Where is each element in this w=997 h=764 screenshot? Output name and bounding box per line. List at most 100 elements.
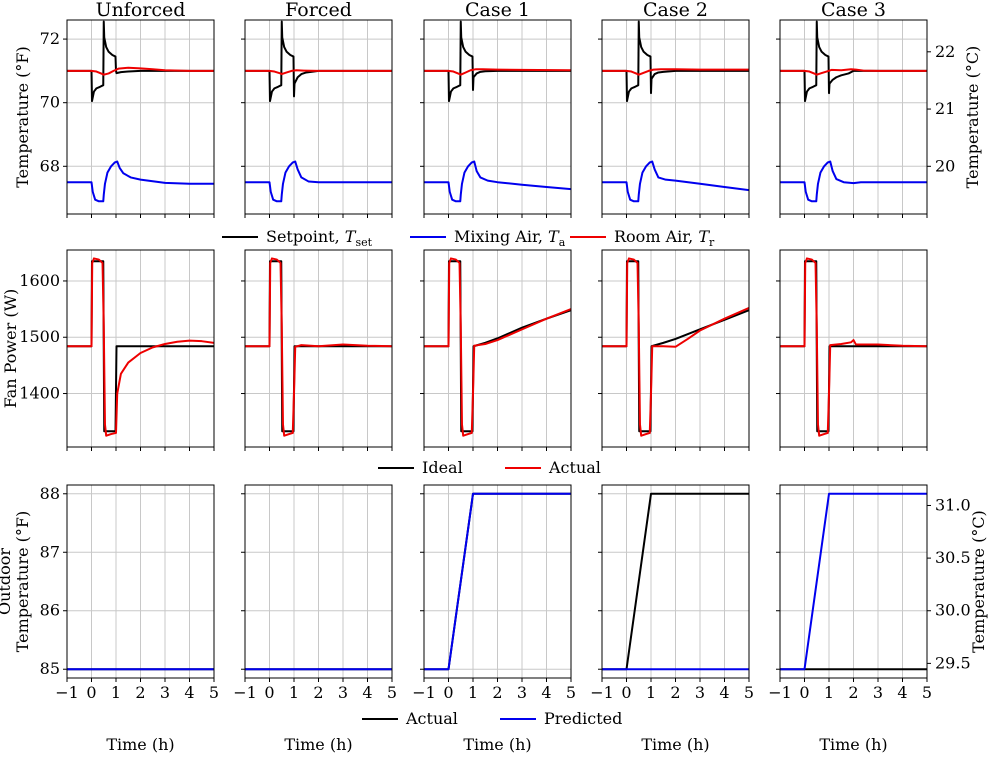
x-tick-label: 1 [289,683,299,702]
legend-temperature: Setpoint, Tset Mixing Air, Ta Room Air, Tr [222,227,715,249]
legend-text: Ideal [422,458,463,477]
secondary-tick-label: 30.5 [935,548,971,567]
series-predicted [780,492,927,671]
x-tick-label: 0 [799,683,809,702]
x-tick-label: −1 [768,683,792,702]
legend-symbol: T [548,227,560,246]
y-tick-label: 85 [40,659,60,678]
panel-title: Case 3 [821,0,886,21]
panel-fan-power-case-1 [420,249,572,451]
panel-fan-power-forced [241,249,393,451]
legend-symbol: T [345,227,357,246]
panel-fan-power-case-2 [598,249,750,451]
legend-subscript: a [559,236,566,249]
legend-item-actual: Actual [362,709,458,728]
secondary-y-axis-label: Temperature (°C) [963,46,982,189]
series-room-air-t-r [67,66,214,76]
x-axis-label: Time (h) [106,735,174,754]
y-tick-label: 70 [40,93,60,112]
secondary-tick-label: 29.5 [935,653,971,672]
x-tick-label: 2 [492,683,502,702]
series-setpoint-t-set [780,20,927,103]
series-mixing-air-t-a [424,160,571,203]
legend-item-setpoint-set: Setpoint, Tset [222,227,373,249]
y-tick-label: 1500 [19,327,60,346]
y-axis-label: Temperature (°F) [13,46,32,188]
panel-temperature-forced: Forced [241,0,393,218]
series-actual [67,257,214,437]
series-actual [780,257,927,437]
legend-label: Predicted [544,709,622,728]
series-room-air-t-r [245,69,392,76]
x-tick-label: 3 [873,683,883,702]
series-room-air-t-r [424,68,571,76]
legend-item-actual: Actual [505,458,601,477]
series-mixing-air-t-a [602,160,749,203]
panel-title: Unforced [96,0,186,21]
series-actual [424,257,571,437]
legend-label: Actual [548,458,601,477]
legend-fan-power: Ideal Actual [378,458,601,477]
legend-label: Ideal [422,458,463,477]
x-tick-label: 3 [517,683,527,702]
x-axis-label: Time (h) [284,735,352,754]
secondary-y-axis-label: Temperature (°C) [969,510,988,653]
y-tick-label: 72 [40,29,60,48]
x-tick-label: 2 [135,683,145,702]
x-tick-label: −1 [590,683,614,702]
x-tick-label: 1 [824,683,834,702]
x-tick-label: 1 [468,683,478,702]
secondary-tick-label: 30.0 [935,601,971,620]
x-tick-label: 1 [646,683,656,702]
y-tick-label: 86 [40,601,60,620]
x-tick-label: 5 [744,683,754,702]
x-tick-label: 4 [719,683,729,702]
y-tick-label: 68 [40,156,60,175]
panel-outdoor-unforced: −1 0 1 2 3 4 5 Time (h) 85 86 87 88 [40,484,219,754]
panel-outdoor-case-2: −1 0 1 2 3 4 5 Time (h) [590,484,754,754]
x-tick-label: 2 [670,683,680,702]
panel-temperature-case-1: Case 1 [420,0,572,218]
panel-temperature-case-3: 20 21 22 Temperature (°C) Case 3 [776,0,982,218]
legend-outdoor: Actual Predicted [362,709,622,728]
legend-item-ideal: Ideal [378,458,463,477]
panel-title: Case 1 [465,0,530,21]
y-axis-label: Fan Power (W) [1,289,20,409]
panel-temperature-case-2: Case 2 [598,0,750,218]
secondary-tick-label: 31.0 [935,495,971,514]
series-actual [602,257,749,437]
x-tick-label: 4 [897,683,907,702]
series-setpoint-t-set [602,20,749,103]
panel-title: Forced [285,0,352,21]
panel-outdoor-case-1: −1 0 1 2 3 4 5 Time (h) [412,484,576,754]
legend-item-mixing-air-a: Mixing Air, Ta [410,227,566,249]
x-tick-label: 0 [264,683,274,702]
x-tick-label: 2 [313,683,323,702]
x-tick-label: −1 [412,683,436,702]
secondary-tick-label: 21 [935,99,955,118]
secondary-tick-label: 20 [935,156,955,175]
x-tick-label: 5 [922,683,932,702]
x-tick-label: 3 [338,683,348,702]
series-setpoint-t-set [424,20,571,103]
panel-outdoor-case-3: −1 0 1 2 3 4 5 Time (h) 29.5 30.0 30.5 31.0Temperat… [768,484,988,754]
x-tick-label: 5 [566,683,576,702]
series-mixing-air-t-a [67,160,214,203]
series-setpoint-t-set [67,20,214,103]
panel-fan-power-unforced: 1400 1500 1600 [19,249,215,451]
legend-text: Actual [548,458,601,477]
series-room-air-t-r [780,68,927,76]
x-tick-label: 0 [443,683,453,702]
x-tick-label: 3 [160,683,170,702]
legend-label: Room Air, Tr [614,227,715,249]
x-tick-label: −1 [233,683,257,702]
x-tick-label: 5 [209,683,219,702]
legend-text: Predicted [544,709,622,728]
legend-subscript: set [355,236,372,249]
x-tick-label: 0 [86,683,96,702]
series-mixing-air-t-a [245,160,392,203]
legend-label: Mixing Air, Ta [454,227,566,249]
legend-text: Setpoint, [266,227,345,246]
x-tick-label: 1 [111,683,121,702]
series-actual [245,257,392,437]
